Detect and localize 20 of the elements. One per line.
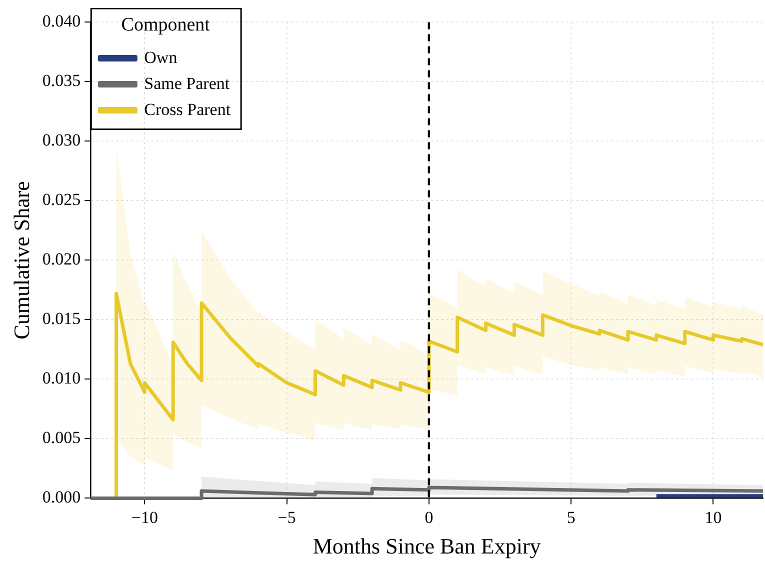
x-tick-label: 5 xyxy=(566,508,576,527)
y-tick-label: 0.030 xyxy=(42,130,81,150)
legend-label: Cross Parent xyxy=(144,100,231,119)
y-tick-label: 0.005 xyxy=(42,428,81,448)
x-tick-label: 10 xyxy=(704,508,722,527)
x-tick-label: 0 xyxy=(424,508,434,527)
y-tick-label: 0.015 xyxy=(42,309,81,328)
y-tick-label: 0.025 xyxy=(42,190,81,210)
y-tick-label: 0.000 xyxy=(42,488,81,507)
y-axis-title: Cumulative Share xyxy=(8,181,34,340)
x-tick-label: −5 xyxy=(278,508,296,527)
y-tick-label: 0.010 xyxy=(42,368,81,388)
y-tick-label: 0.020 xyxy=(42,250,81,269)
y-tick-label: 0.040 xyxy=(42,12,81,31)
legend-title: Component xyxy=(121,14,211,36)
x-tick-label: −10 xyxy=(131,508,158,527)
legend-label: Own xyxy=(144,48,178,67)
y-tick-label: 0.035 xyxy=(42,71,81,90)
legend-label: Same Parent xyxy=(144,74,230,93)
x-axis-title: Months Since Ban Expiry xyxy=(312,534,541,559)
